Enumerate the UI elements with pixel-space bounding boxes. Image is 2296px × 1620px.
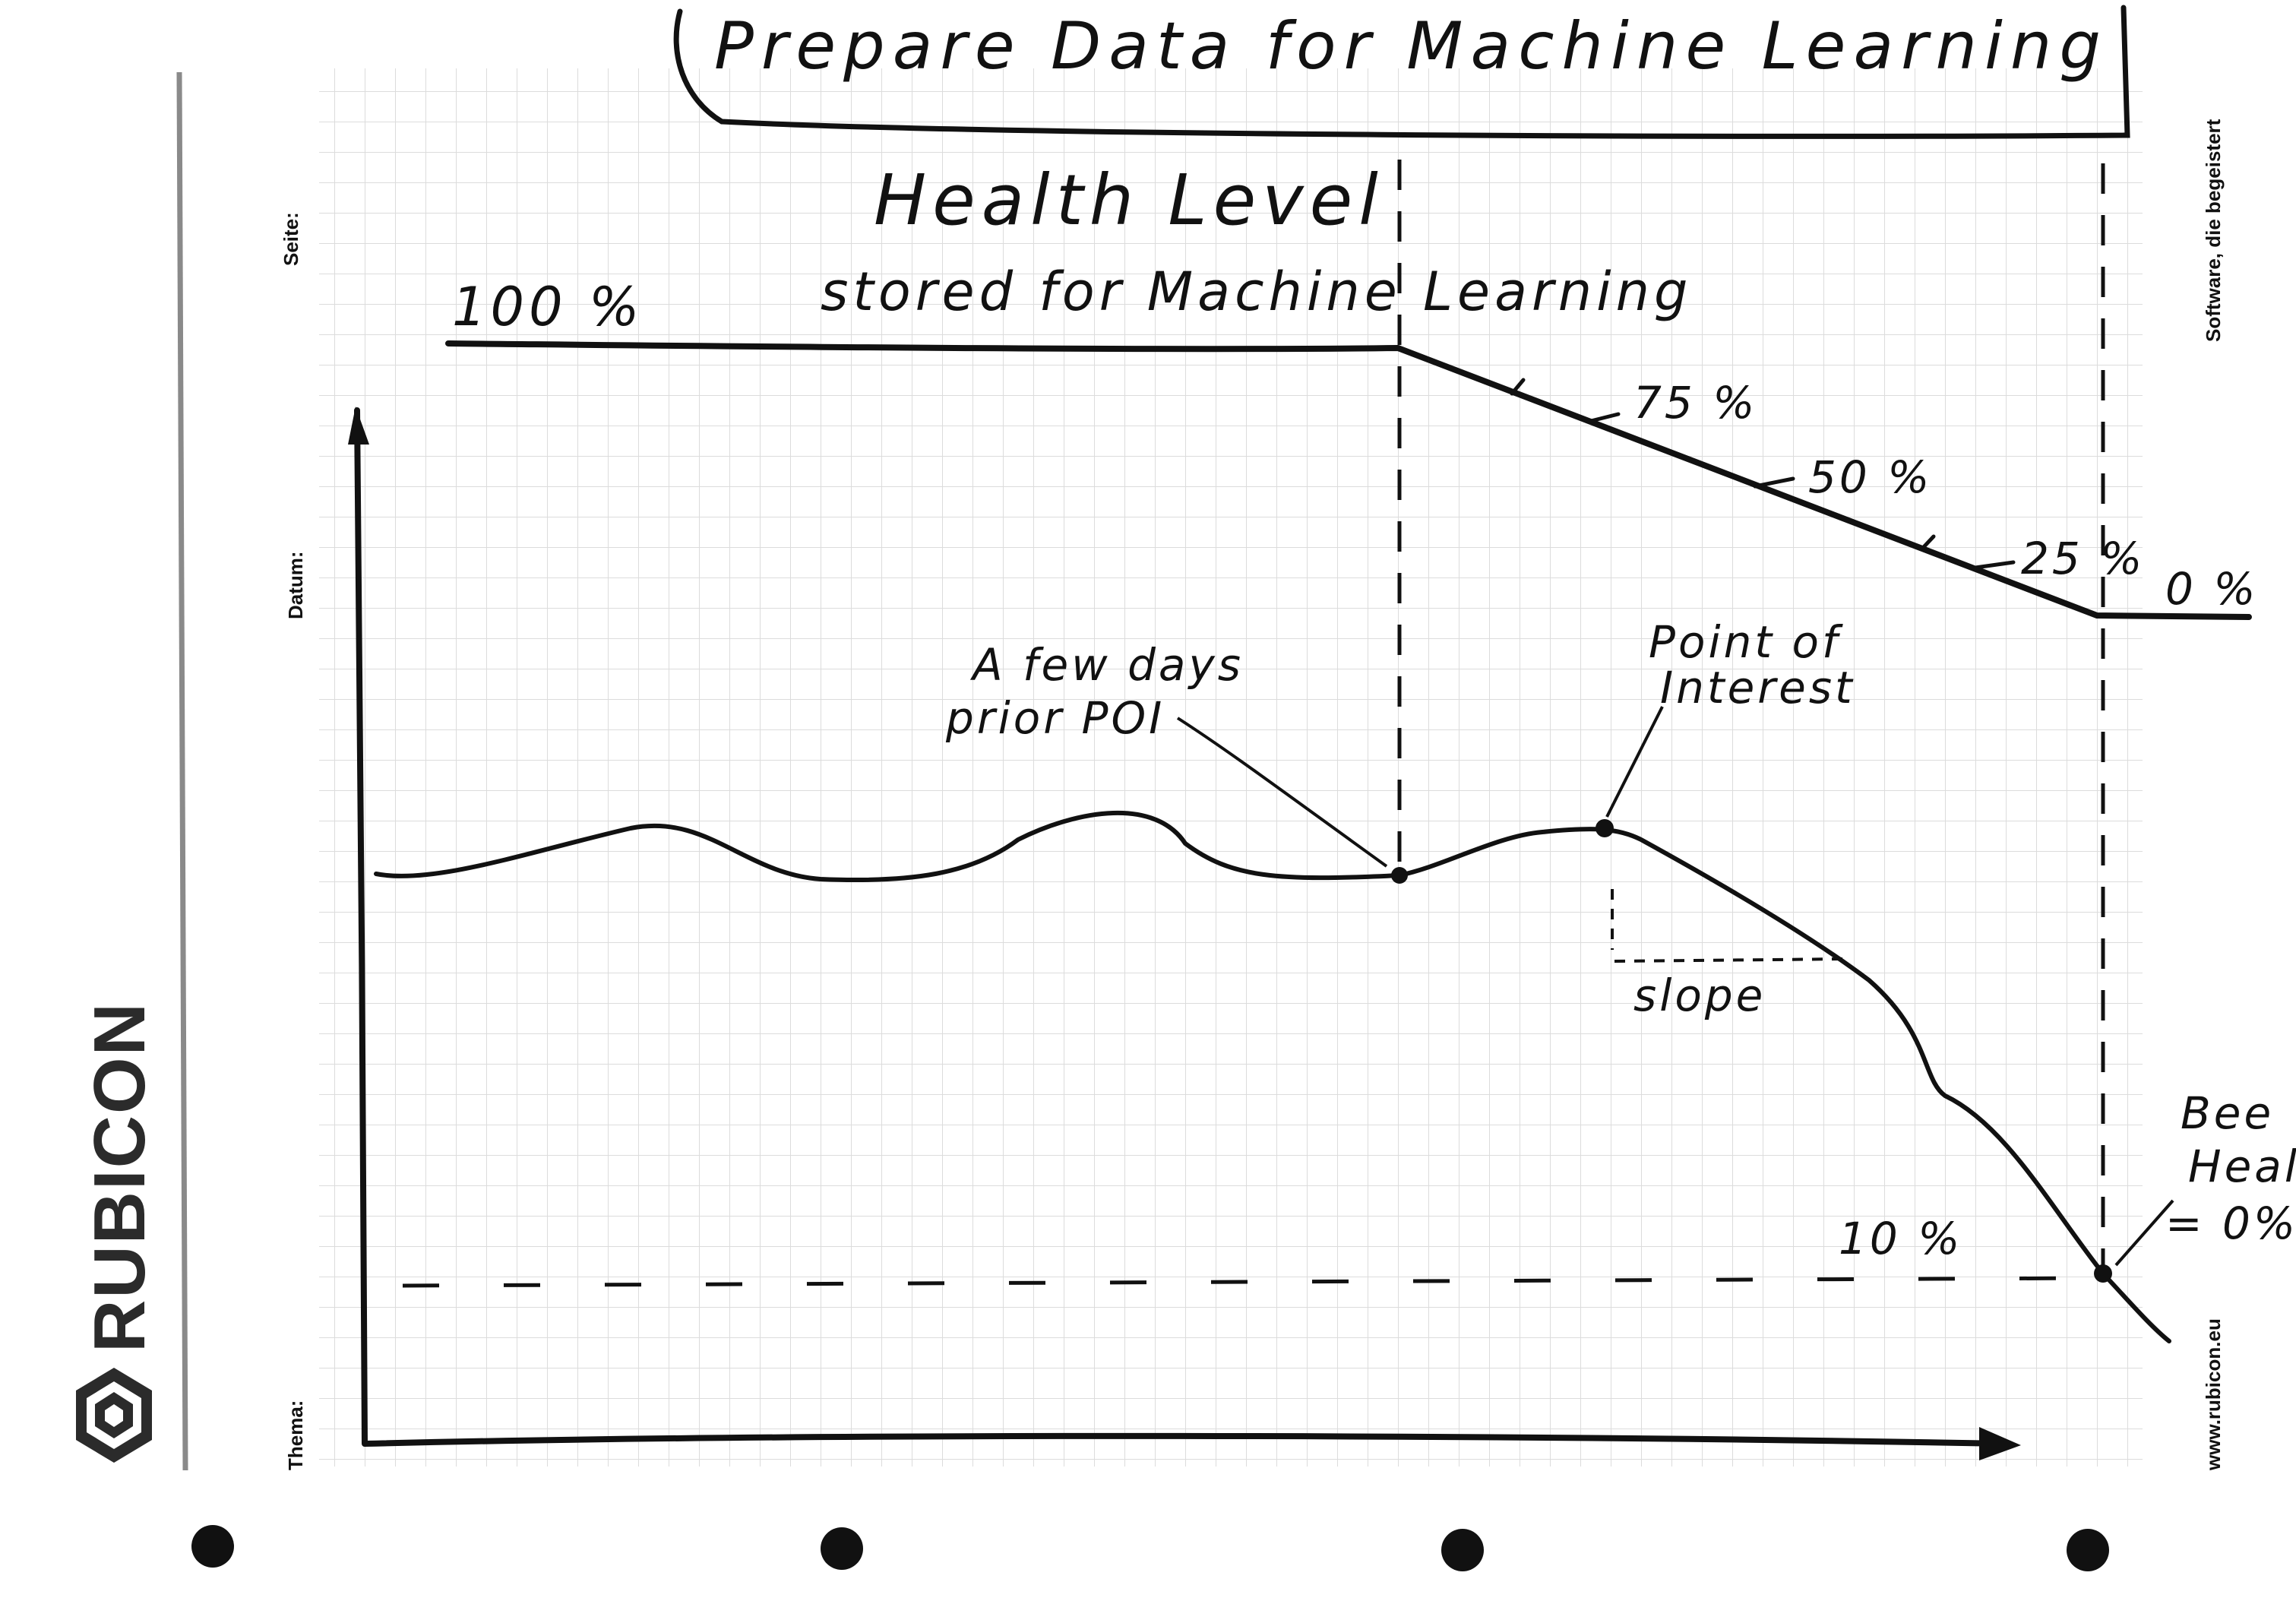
title-box (673, 5, 2130, 139)
health-ticks (1510, 378, 2016, 570)
margin-rule (176, 71, 188, 1471)
point-of-interest-marker (1595, 819, 1614, 837)
tagline-label: Software, die begeistert (2202, 119, 2225, 342)
slope-label: slope (1633, 970, 1766, 1021)
bee-health-zero-point (2094, 1264, 2112, 1283)
website-label: www.rubicon.eu (2202, 1318, 2225, 1471)
few-days-leader-line (1176, 717, 1388, 868)
health-level-subheading: stored for Machine Learning (821, 261, 1692, 323)
brand-wordmark: RUBICON (79, 1001, 160, 1353)
few-days-label-line2: prior POI (945, 692, 1165, 744)
x-axis-arrow (1979, 1427, 2021, 1460)
y-axis-arrow (348, 407, 369, 445)
poi-leader-line (1605, 706, 1664, 818)
health-75-label: 75 % (1633, 377, 1757, 429)
health-level-heading: Health Level (874, 160, 1384, 241)
ten-percent-dashed-line (402, 1276, 2102, 1288)
health-25-label: 25 % (2021, 533, 2145, 584)
bee-health-leader-line (2114, 1199, 2174, 1267)
poi-label-line1: Point of (1649, 616, 1843, 668)
punch-holes (191, 1525, 2109, 1571)
bee-health-label-line2: Health (2188, 1141, 2296, 1192)
seite-label: Seite: (280, 212, 302, 266)
rubicon-logo-icon (76, 1368, 152, 1463)
health-0-label: 0 % (2165, 563, 2258, 615)
datum-label: Datum: (284, 551, 307, 619)
poi-label-line2: Interest (1660, 662, 1855, 713)
few-days-prior-point (1391, 867, 1408, 884)
chart-axes (354, 407, 2009, 1447)
grid-paper (319, 68, 2143, 1467)
page-title: Prepare Data for Machine Learning (714, 8, 2108, 84)
bee-health-label-line3: = 0% (2165, 1198, 2296, 1249)
few-days-label-line1: A few days (969, 639, 1244, 691)
ten-percent-label: 10 % (1839, 1213, 1962, 1264)
health-50-label: 50 % (1808, 451, 1932, 503)
sensor-curve (374, 810, 2171, 1343)
health-level-line (445, 340, 2252, 620)
health-100-label: 100 % (452, 276, 644, 338)
bee-health-label-line1: Bee (2181, 1087, 2274, 1139)
thema-label: Thema: (284, 1400, 307, 1470)
